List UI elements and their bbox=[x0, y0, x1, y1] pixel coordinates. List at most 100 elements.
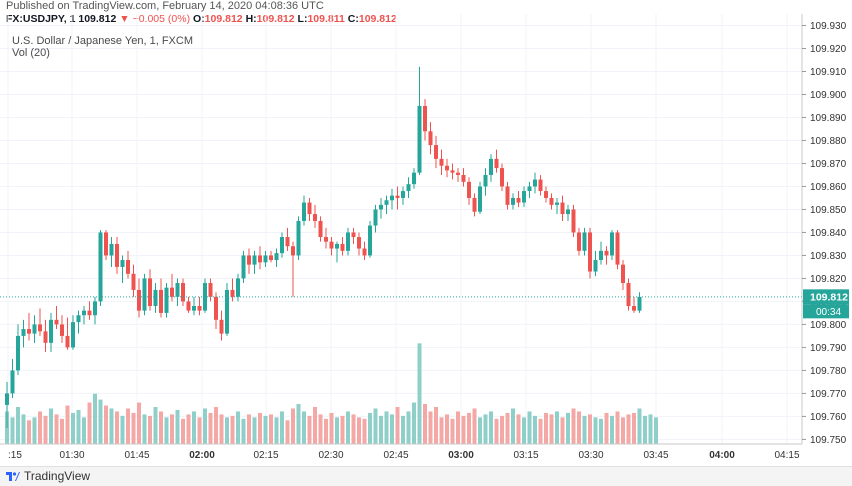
candle-body bbox=[384, 200, 389, 205]
candle bbox=[197, 296, 202, 316]
candle bbox=[450, 163, 455, 180]
candle bbox=[428, 122, 433, 155]
candle-body bbox=[214, 296, 218, 320]
candle bbox=[164, 283, 169, 318]
candle bbox=[461, 168, 466, 187]
y-tick-label: 109.770 bbox=[810, 389, 847, 400]
candle-body bbox=[439, 158, 444, 166]
candlestick-chart[interactable]: 109.750 109.760 109.770 109.780 109.790 109.8… bbox=[0, 0, 852, 466]
candle-body bbox=[362, 248, 367, 256]
volume-bar bbox=[555, 411, 559, 444]
time-axis: :15 01:30 01:45 02:00 02:15 02:30 02:45 03:00 03… bbox=[8, 450, 800, 461]
volume-bar bbox=[318, 414, 323, 444]
x-tick-label: 02:45 bbox=[383, 450, 408, 461]
candle bbox=[214, 292, 218, 330]
footer-bar: TradingView bbox=[0, 466, 852, 486]
candle-body bbox=[93, 301, 97, 316]
volume-bar bbox=[192, 411, 196, 444]
volume-bar bbox=[98, 399, 103, 444]
volume-bar bbox=[615, 411, 620, 444]
candle-body bbox=[181, 283, 185, 302]
volume-bar bbox=[21, 414, 26, 444]
candle bbox=[87, 301, 92, 320]
candle-body bbox=[159, 289, 163, 313]
volume-bar bbox=[109, 408, 114, 444]
candle bbox=[302, 195, 306, 226]
volume-bar bbox=[258, 412, 262, 444]
x-tick-label: 03:45 bbox=[643, 450, 668, 461]
candle-body bbox=[87, 310, 92, 316]
candle-body bbox=[21, 329, 26, 336]
candle-body bbox=[549, 197, 554, 205]
candle-body bbox=[27, 329, 31, 334]
candle-body bbox=[351, 232, 356, 238]
candle-body bbox=[252, 255, 257, 265]
candle bbox=[291, 241, 295, 297]
candle-body bbox=[236, 278, 240, 297]
candle bbox=[357, 232, 361, 256]
candle-body bbox=[164, 287, 169, 313]
x-tick-label: 04:00 bbox=[709, 450, 735, 461]
candle bbox=[54, 306, 59, 330]
candle bbox=[71, 315, 75, 350]
volume-bar bbox=[159, 411, 163, 444]
candle bbox=[247, 248, 251, 274]
volume-bar bbox=[522, 417, 526, 444]
candle-body bbox=[461, 174, 466, 182]
volume-bar bbox=[621, 417, 625, 444]
candle bbox=[280, 232, 284, 258]
volume-bar bbox=[643, 415, 647, 444]
candle bbox=[483, 168, 488, 196]
y-tick-label: 109.860 bbox=[810, 182, 847, 193]
volume-bar bbox=[604, 412, 609, 444]
candle-body bbox=[142, 278, 147, 311]
candle bbox=[346, 227, 350, 256]
volume-bar bbox=[511, 408, 515, 444]
candle-body bbox=[225, 289, 229, 334]
volume-bar bbox=[384, 411, 389, 444]
volume-bar bbox=[494, 418, 499, 444]
candle bbox=[516, 191, 521, 208]
volume-bar bbox=[131, 412, 136, 444]
volume-bar bbox=[76, 409, 81, 444]
candle bbox=[10, 358, 15, 399]
volume-bar bbox=[445, 414, 449, 444]
volume-bar bbox=[71, 412, 75, 444]
volume-bar bbox=[588, 414, 592, 444]
candle-body bbox=[60, 324, 64, 336]
candle bbox=[489, 154, 493, 182]
volume-bar bbox=[351, 414, 356, 444]
candle-body bbox=[137, 289, 141, 311]
candle-body bbox=[599, 250, 603, 261]
volume-bar bbox=[324, 418, 328, 444]
candle-body bbox=[186, 301, 191, 311]
candle bbox=[181, 278, 185, 307]
candle bbox=[340, 237, 345, 256]
candle bbox=[417, 66, 422, 175]
volume-bar bbox=[274, 417, 279, 444]
volume-bar bbox=[538, 418, 543, 444]
candle-body bbox=[626, 283, 631, 307]
volume-bar bbox=[533, 415, 537, 444]
candle-body bbox=[560, 202, 565, 215]
candle bbox=[120, 255, 125, 284]
candle-body bbox=[472, 197, 477, 212]
y-tick-label: 109.800 bbox=[810, 320, 847, 331]
candle bbox=[49, 312, 53, 353]
candle-body bbox=[450, 170, 455, 173]
y-tick-label: 109.790 bbox=[810, 343, 847, 354]
volume-bar bbox=[307, 415, 312, 444]
candle-body bbox=[247, 255, 251, 265]
low-value: 109.811 bbox=[307, 13, 345, 25]
candle bbox=[505, 181, 510, 210]
close-value: 109.812 bbox=[358, 13, 397, 25]
volume-bar bbox=[148, 415, 152, 444]
candle-body bbox=[544, 191, 548, 198]
candle-body bbox=[49, 319, 53, 343]
candle-body bbox=[604, 250, 609, 256]
candle bbox=[593, 250, 598, 277]
candle-body bbox=[313, 214, 317, 221]
tradingview-brand: TradingView bbox=[24, 469, 91, 483]
candle bbox=[241, 250, 246, 284]
candle-body bbox=[632, 306, 636, 311]
